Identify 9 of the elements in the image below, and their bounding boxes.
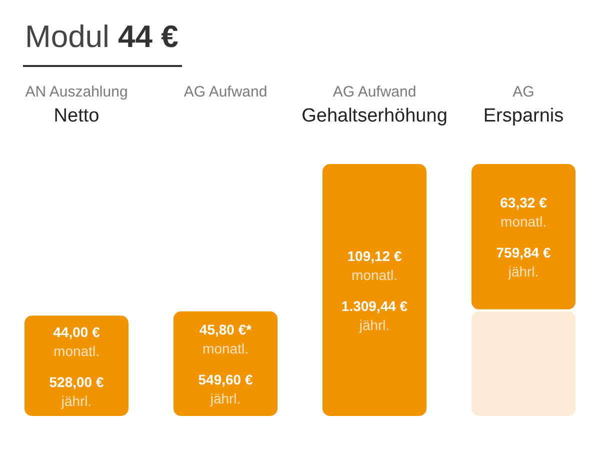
x-tick-label: AG Ersparnis bbox=[483, 84, 564, 126]
data-label: 44,00 € monatl. 528,00 € jährl. bbox=[49, 324, 104, 409]
chart-title: Modul 44 € bbox=[25, 19, 178, 54]
data-label: 109,12 € monatl. 1.309,44 € jährl. bbox=[341, 248, 408, 333]
x-tick-label: AG Aufwand Gehaltserhöhung bbox=[302, 84, 448, 126]
data-label: 63,32 € monatl. 759,84 € jährl. bbox=[496, 194, 551, 280]
x-tick-label: AG Aufwand bbox=[184, 84, 268, 100]
data-label: 45,80 €* monatl. 549,60 € jährl. bbox=[198, 322, 253, 407]
x-tick-label: AN Auszahlung Netto bbox=[25, 84, 128, 126]
